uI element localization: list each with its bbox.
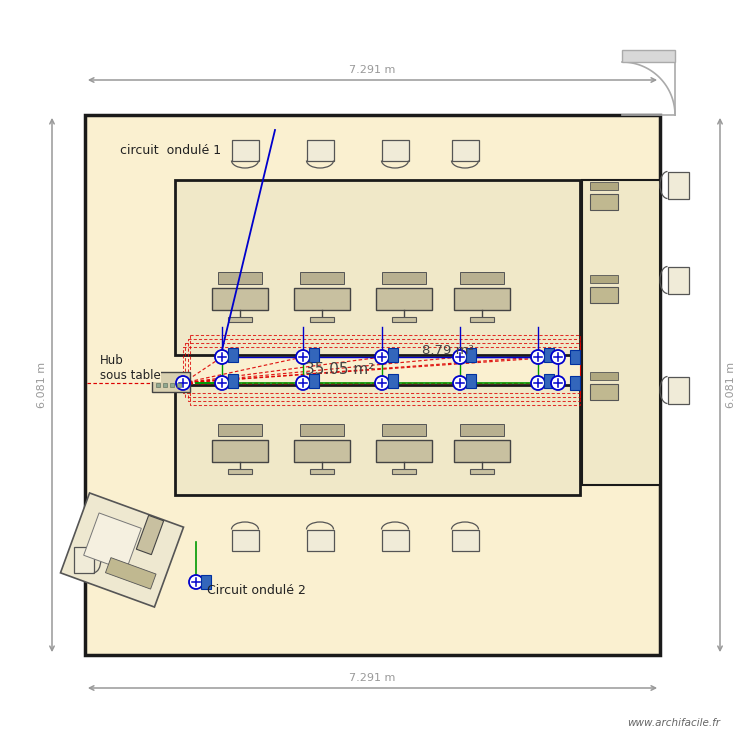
Bar bbox=[175, 180, 580, 355]
Bar bbox=[570, 350, 580, 364]
Bar bbox=[668, 172, 688, 199]
Bar bbox=[590, 182, 618, 190]
Text: Hub
sous table: Hub sous table bbox=[100, 354, 160, 382]
Circle shape bbox=[176, 376, 190, 390]
Circle shape bbox=[189, 575, 203, 589]
Bar bbox=[388, 348, 398, 362]
Circle shape bbox=[296, 350, 310, 364]
Text: 6.081 m: 6.081 m bbox=[37, 362, 47, 408]
Polygon shape bbox=[61, 493, 184, 607]
Polygon shape bbox=[106, 558, 156, 589]
Bar bbox=[163, 383, 167, 387]
Bar bbox=[212, 288, 268, 310]
Circle shape bbox=[453, 376, 467, 390]
Circle shape bbox=[551, 376, 565, 390]
Bar bbox=[294, 288, 350, 310]
Circle shape bbox=[296, 376, 310, 390]
Bar bbox=[590, 384, 618, 400]
Bar bbox=[460, 272, 504, 284]
Bar bbox=[470, 469, 494, 474]
Bar bbox=[228, 469, 252, 474]
Bar bbox=[590, 275, 618, 283]
Bar bbox=[382, 530, 409, 550]
Text: Circuit ondulé 2: Circuit ondulé 2 bbox=[207, 584, 306, 596]
Bar bbox=[466, 374, 476, 388]
Bar bbox=[622, 50, 675, 62]
Bar bbox=[454, 288, 510, 310]
Text: 6.081 m: 6.081 m bbox=[726, 362, 736, 408]
Circle shape bbox=[453, 350, 467, 364]
Circle shape bbox=[375, 376, 389, 390]
Bar bbox=[466, 348, 476, 362]
Bar bbox=[376, 440, 432, 462]
Bar bbox=[300, 272, 344, 284]
Circle shape bbox=[531, 376, 545, 390]
Bar bbox=[452, 140, 478, 160]
Bar bbox=[590, 287, 618, 303]
Bar bbox=[668, 376, 688, 404]
Bar bbox=[300, 424, 344, 436]
Circle shape bbox=[375, 350, 389, 364]
Bar bbox=[668, 266, 688, 293]
Bar bbox=[544, 374, 554, 388]
Circle shape bbox=[551, 350, 565, 364]
Bar bbox=[228, 374, 238, 388]
Text: www.archifacile.fr: www.archifacile.fr bbox=[627, 718, 720, 728]
Bar bbox=[470, 317, 494, 322]
Bar bbox=[382, 272, 426, 284]
Text: 35.05 m²: 35.05 m² bbox=[305, 362, 375, 377]
Bar bbox=[590, 372, 618, 380]
Text: circuit  ondulé 1: circuit ondulé 1 bbox=[120, 143, 221, 157]
Bar bbox=[218, 424, 262, 436]
Bar bbox=[294, 440, 350, 462]
Bar bbox=[177, 383, 181, 387]
Bar bbox=[152, 372, 190, 392]
Bar bbox=[454, 440, 510, 462]
Bar bbox=[228, 348, 238, 362]
Circle shape bbox=[215, 350, 229, 364]
Bar bbox=[452, 530, 478, 550]
Bar bbox=[382, 140, 409, 160]
Bar bbox=[544, 348, 554, 362]
Bar bbox=[228, 317, 252, 322]
Bar bbox=[582, 180, 660, 485]
Bar bbox=[170, 383, 174, 387]
Bar bbox=[309, 348, 319, 362]
Circle shape bbox=[215, 376, 229, 390]
Bar bbox=[392, 469, 416, 474]
Text: 7.291 m: 7.291 m bbox=[350, 673, 396, 683]
Bar bbox=[201, 575, 211, 589]
Bar bbox=[460, 424, 504, 436]
Bar bbox=[212, 440, 268, 462]
Bar bbox=[376, 288, 432, 310]
Bar bbox=[232, 140, 259, 160]
Text: 8.79 m²: 8.79 m² bbox=[422, 344, 474, 356]
Bar bbox=[392, 317, 416, 322]
Bar bbox=[382, 424, 426, 436]
Bar bbox=[156, 383, 160, 387]
Bar bbox=[74, 548, 94, 572]
Bar bbox=[307, 530, 334, 550]
Text: 7.291 m: 7.291 m bbox=[350, 65, 396, 75]
Bar bbox=[309, 374, 319, 388]
Polygon shape bbox=[136, 515, 164, 555]
Polygon shape bbox=[84, 513, 141, 571]
Bar bbox=[310, 317, 334, 322]
Bar bbox=[232, 530, 259, 550]
Bar bbox=[307, 140, 334, 160]
Bar bbox=[175, 385, 580, 495]
Circle shape bbox=[531, 350, 545, 364]
Bar bbox=[570, 376, 580, 390]
Bar bbox=[590, 194, 618, 210]
Bar bbox=[388, 374, 398, 388]
Bar bbox=[85, 115, 660, 655]
Bar bbox=[218, 272, 262, 284]
Bar bbox=[310, 469, 334, 474]
